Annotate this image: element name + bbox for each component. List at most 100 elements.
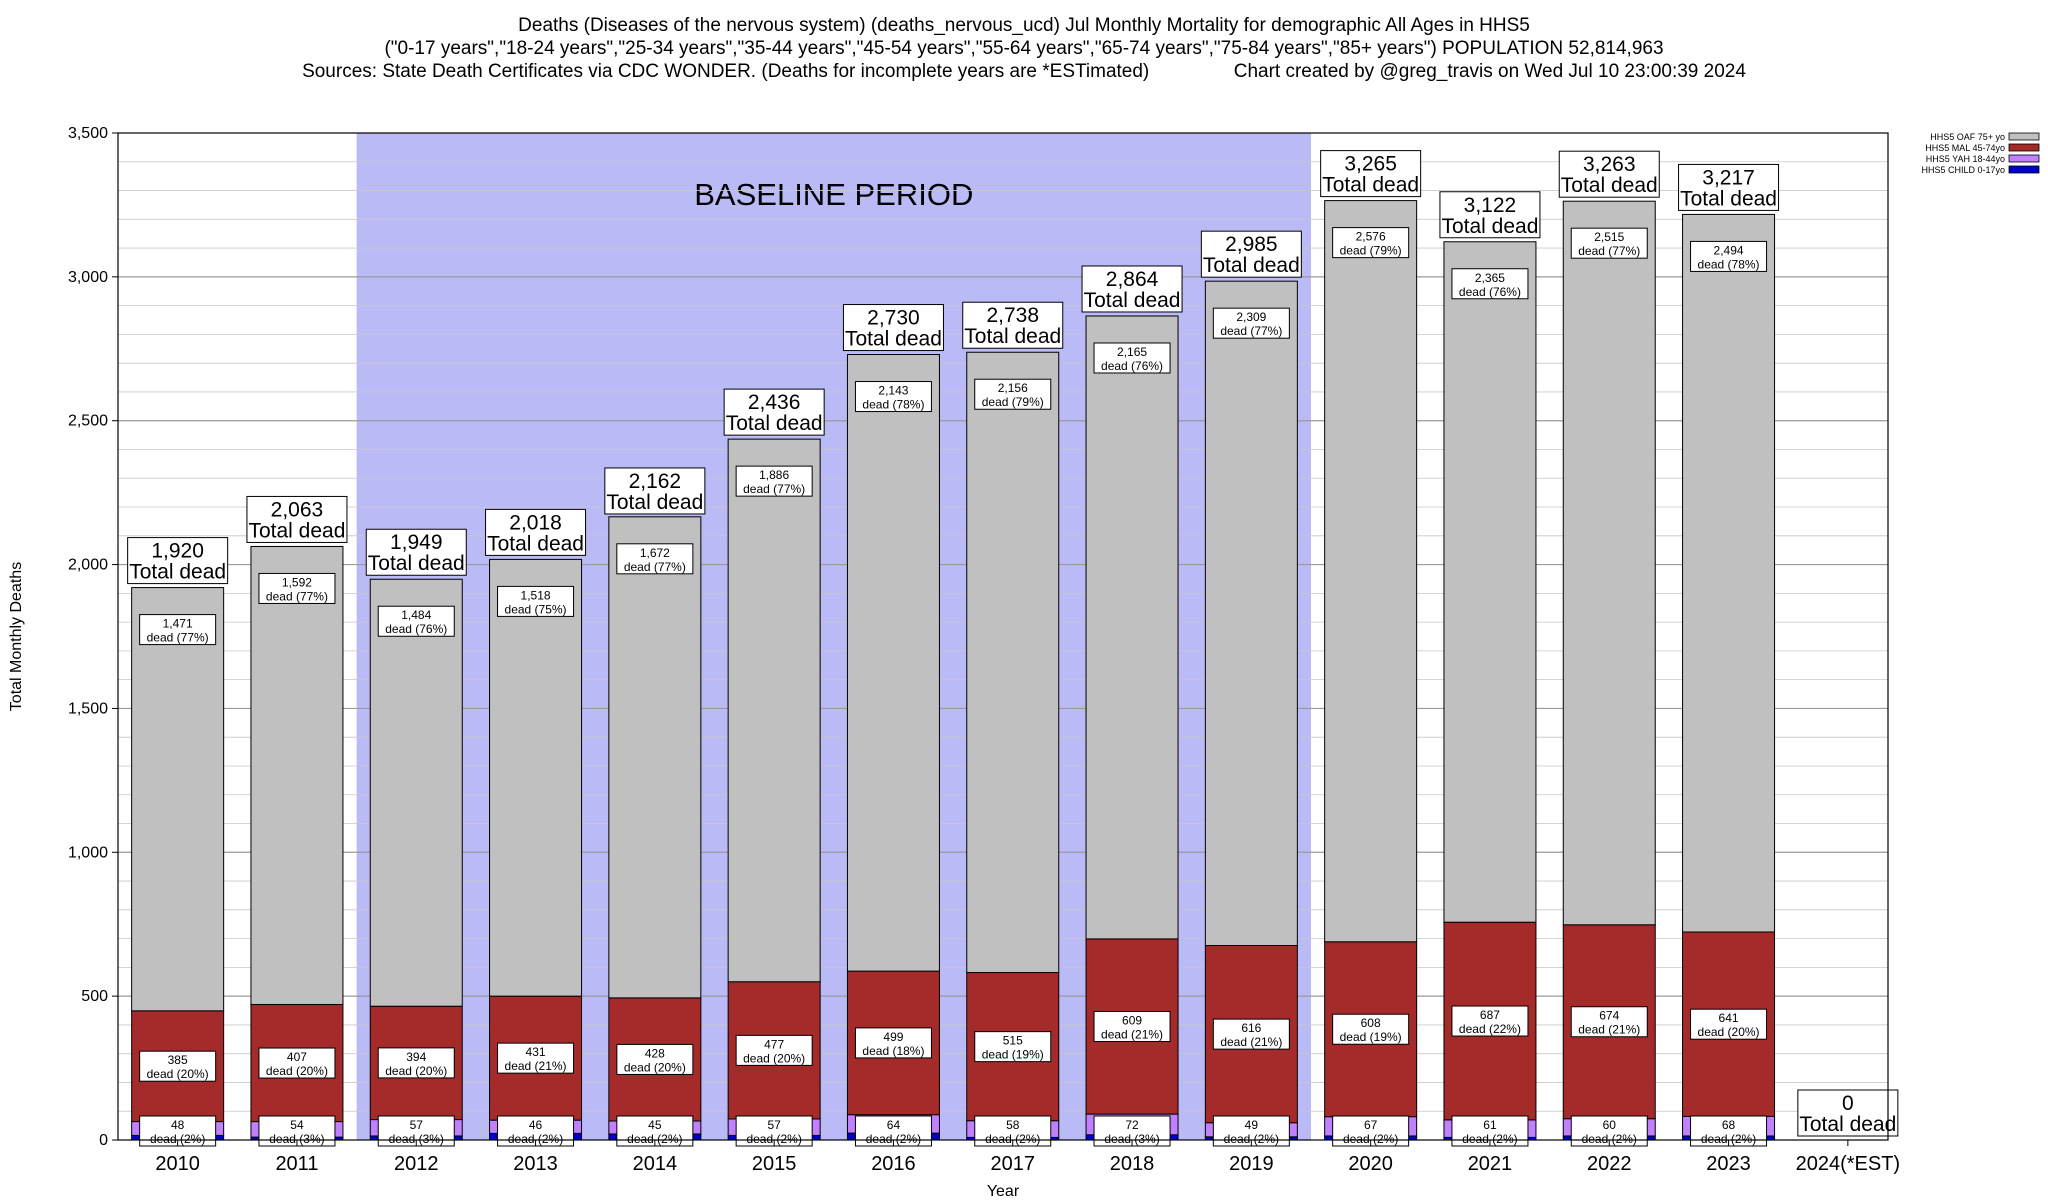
bar-segment: [1085, 315, 1179, 940]
total-value: 2,162: [629, 470, 682, 493]
total-label-text: Total dead: [1561, 174, 1658, 197]
total-label-text: Total dead: [1322, 174, 1419, 197]
segment-label-percent: dead (2%): [985, 1132, 1040, 1146]
segment-label-value: 68: [1722, 1118, 1736, 1132]
segment-label-box: [497, 585, 575, 617]
segment-label-box: [1212, 1018, 1290, 1050]
segment-label-percent: dead (19%): [982, 1048, 1044, 1062]
total-label-box: [365, 528, 467, 576]
total-label-text: Total dead: [1680, 187, 1777, 210]
total-value: 3,263: [1583, 153, 1636, 176]
segment-label-value: 499: [883, 1030, 903, 1044]
segment-label-percent: dead (2%): [866, 1132, 921, 1146]
total-label-text: Total dead: [726, 412, 823, 435]
total-label-box: [723, 388, 825, 436]
axes-layer: 2010 2011 2012 2013 2014 2015 2016 2017 2018 2019…: [8, 125, 1900, 1200]
x-tick-label: 2016: [871, 1153, 916, 1175]
segment-label-value: 431: [526, 1045, 546, 1059]
bar-segment: [1562, 200, 1656, 926]
segment-label-percent: dead (20%): [147, 1067, 209, 1081]
total-label-text: Total dead: [487, 532, 584, 555]
total-value: 3,217: [1702, 166, 1755, 189]
segment-label-percent: dead (77%): [624, 560, 686, 574]
segment-label-value: 58: [1006, 1118, 1020, 1132]
segment-label-value: 687: [1480, 1008, 1500, 1022]
x-tick-label: 2011: [275, 1153, 318, 1175]
legend-label: HHS5 OAF 75+ yo: [1930, 132, 2005, 142]
title-line-2: ("0-17 years","18-24 years","25-34 years…: [384, 38, 1664, 59]
total-value: 0: [1842, 1092, 1854, 1115]
segment-label-percent: dead (22%): [1459, 1022, 1521, 1036]
total-value: 2,730: [867, 307, 920, 330]
segment-label-percent: dead (21%): [1578, 1023, 1640, 1037]
segment-label-value: 1,672: [640, 546, 670, 560]
bar-segment: [250, 545, 344, 1005]
x-tick-label: 2021: [1468, 1153, 1513, 1175]
total-label-box: [842, 304, 944, 352]
total-value: 3,122: [1464, 194, 1517, 217]
legend-label: HHS5 YAH 18-44yo: [1926, 154, 2005, 164]
segment-label-value: 49: [1245, 1118, 1259, 1132]
segment-label-value: 72: [1125, 1118, 1139, 1132]
total-label-text: Total dead: [248, 519, 345, 542]
legend-swatch: [2008, 154, 2040, 163]
total-value: 1,949: [390, 531, 443, 554]
total-label-box: [1320, 150, 1422, 198]
x-tick-label: 2022: [1587, 1153, 1632, 1175]
x-tick-label: 2020: [1348, 1153, 1393, 1175]
baseline-period-label: BASELINE PERIOD: [694, 177, 973, 212]
segment-label-percent: dead (76%): [1101, 359, 1163, 373]
segment-label-value: 54: [290, 1118, 304, 1132]
segment-label-box: [616, 1043, 694, 1075]
total-label-box: [1558, 150, 1660, 198]
total-label-text: Total dead: [1799, 1113, 1896, 1136]
segment-label-box: [1451, 268, 1529, 300]
total-label-text: Total dead: [1441, 215, 1538, 238]
y-tick-label: 0: [99, 1132, 108, 1149]
segment-label-value: 2,309: [1236, 310, 1266, 324]
x-tick-label: 2024(*EST): [1796, 1153, 1901, 1175]
segment-label-value: 46: [529, 1118, 543, 1132]
segment-label-box: [1451, 1005, 1529, 1037]
segment-label-percent: dead (77%): [147, 631, 209, 645]
bar-segment: [369, 578, 463, 1007]
total-value: 2,864: [1106, 268, 1159, 291]
segment-label-box: [377, 605, 455, 637]
legend-swatch: [2008, 165, 2040, 174]
segment-label-percent: dead (79%): [982, 395, 1044, 409]
chart-title: Deaths (Diseases of the nervous system) …: [0, 14, 2048, 83]
segment-label-box: [497, 1042, 575, 1074]
segment-label-value: 57: [767, 1118, 781, 1132]
segment-label-percent: dead (20%): [1698, 1025, 1760, 1039]
segment-label-value: 61: [1483, 1118, 1497, 1132]
segment-label-percent: dead (2%): [627, 1132, 682, 1146]
segment-label-box: [974, 1031, 1052, 1063]
bar-segment: [727, 438, 821, 983]
segment-label-box: [1332, 1013, 1410, 1045]
bar-segment: [1324, 200, 1418, 943]
segment-label-value: 60: [1603, 1118, 1617, 1132]
x-tick-label: 2017: [991, 1153, 1036, 1175]
segment-label-percent: dead (21%): [1101, 1027, 1163, 1041]
segment-label-value: 609: [1122, 1013, 1142, 1027]
segment-label-value: 1,886: [759, 468, 789, 482]
y-tick-label: 2,000: [68, 557, 108, 574]
title-line-3: Sources: State Death Certificates via CD…: [302, 61, 1746, 82]
segment-label-box: [1332, 227, 1410, 259]
segment-label-value: 48: [171, 1118, 185, 1132]
segment-label-value: 2,365: [1475, 271, 1505, 285]
segment-label-box: [1212, 307, 1290, 339]
x-tick-label: 2013: [513, 1153, 558, 1175]
segment-label-value: 2,515: [1594, 230, 1624, 244]
bar-segment: [1443, 241, 1537, 923]
segment-label-box: [735, 1034, 813, 1066]
segment-label-percent: dead (3%): [269, 1132, 324, 1146]
y-tick-label: 3,500: [68, 125, 108, 142]
bar-segment: [1204, 280, 1298, 947]
total-label-text: Total dead: [845, 328, 942, 351]
segment-label-box: [854, 381, 932, 413]
segment-label-value: 67: [1364, 1118, 1378, 1132]
segment-label-percent: dead (20%): [624, 1060, 686, 1074]
segment-label-percent: dead (78%): [862, 398, 924, 412]
